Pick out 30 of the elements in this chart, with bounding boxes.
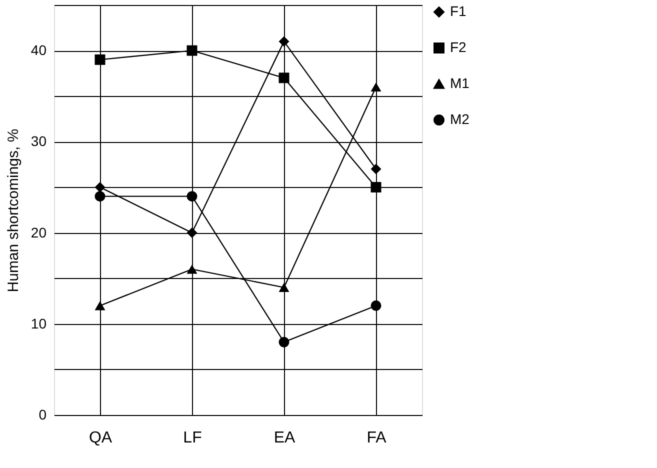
y-axis-title: Human shortcomings, % [4, 128, 22, 292]
point [278, 282, 290, 292]
legend-label: M2 [450, 111, 470, 127]
legend-label: F1 [450, 3, 467, 19]
point [186, 191, 198, 202]
legend-label: F2 [450, 39, 467, 55]
point [186, 264, 198, 274]
point [370, 300, 382, 311]
point [94, 301, 106, 310]
y-tick-label: 20 [30, 224, 47, 240]
x-tick-label: EA [274, 430, 296, 446]
point [278, 336, 290, 348]
point [94, 191, 106, 202]
point [94, 54, 106, 65]
x-tick-label: FA [366, 430, 387, 446]
point [278, 72, 290, 84]
y-tick-label: 0 [38, 406, 47, 422]
x-tick-label: QA [88, 430, 112, 446]
point [94, 182, 106, 192]
point [370, 164, 382, 174]
x-tick-label: LF [183, 430, 202, 446]
y-tick-label: 40 [30, 42, 47, 58]
point [370, 182, 382, 192]
y-tick-label: 10 [30, 315, 47, 332]
point [186, 228, 198, 238]
point [186, 45, 198, 56]
point [370, 82, 382, 92]
y-tick-label: 30 [30, 133, 47, 150]
point [278, 36, 290, 47]
legend-label: M1 [450, 75, 470, 91]
